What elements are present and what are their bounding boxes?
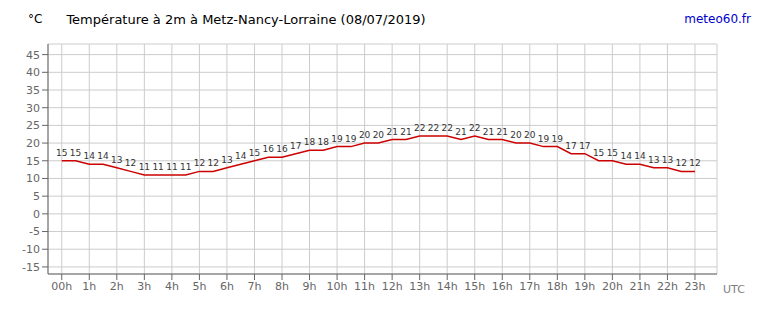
svg-text:14: 14	[634, 151, 646, 161]
svg-text:11: 11	[166, 162, 177, 172]
svg-text:17: 17	[579, 141, 590, 151]
svg-text:5h: 5h	[192, 280, 206, 293]
svg-text:20: 20	[524, 130, 536, 140]
svg-text:22: 22	[414, 123, 425, 133]
svg-text:14: 14	[97, 151, 109, 161]
svg-text:16: 16	[276, 144, 288, 154]
svg-text:21: 21	[386, 127, 397, 137]
html-text:Température à 2m à Metz-Nancy-: Température à 2m à Metz-Nancy-Lorraine (…	[66, 11, 426, 27]
html-text:meteo60.fr: meteo60.fr	[684, 12, 751, 26]
svg-text:19: 19	[331, 134, 343, 144]
svg-text:22: 22	[469, 123, 480, 133]
svg-text:14h: 14h	[437, 280, 458, 293]
svg-text:18h: 18h	[547, 280, 568, 293]
svg-text:15h: 15h	[464, 280, 485, 293]
svg-text:22h: 22h	[657, 280, 678, 293]
svg-text:-15: -15	[22, 261, 40, 274]
svg-text:21: 21	[497, 127, 508, 137]
svg-text:23h: 23h	[684, 280, 705, 293]
svg-text:12: 12	[689, 158, 700, 168]
svg-text:20: 20	[510, 130, 522, 140]
svg-text:15: 15	[593, 148, 604, 158]
svg-text:19: 19	[345, 134, 357, 144]
svg-text:25: 25	[26, 119, 40, 132]
svg-text:13: 13	[648, 155, 659, 165]
svg-text:17: 17	[290, 141, 301, 151]
svg-text:12: 12	[125, 158, 136, 168]
svg-text:45: 45	[26, 49, 40, 62]
svg-text:16: 16	[263, 144, 275, 154]
svg-text:35: 35	[26, 84, 40, 97]
svg-text:-5: -5	[29, 225, 40, 238]
svg-text:11: 11	[152, 162, 163, 172]
svg-text:20: 20	[26, 137, 40, 150]
svg-text:21: 21	[400, 127, 411, 137]
svg-text:13h: 13h	[409, 280, 430, 293]
svg-text:17: 17	[565, 141, 576, 151]
svg-text:12: 12	[207, 158, 218, 168]
svg-text:12h: 12h	[382, 280, 403, 293]
svg-text:12: 12	[194, 158, 205, 168]
svg-text:10: 10	[26, 172, 40, 185]
svg-text:20: 20	[359, 130, 371, 140]
svg-text:19h: 19h	[574, 280, 595, 293]
svg-text:10h: 10h	[327, 280, 348, 293]
svg-text:21h: 21h	[629, 280, 650, 293]
svg-text:20: 20	[373, 130, 385, 140]
svg-text:-10: -10	[22, 243, 40, 256]
svg-text:9h: 9h	[303, 280, 317, 293]
svg-text:6h: 6h	[220, 280, 234, 293]
svg-text:13: 13	[221, 155, 232, 165]
svg-text:18: 18	[304, 137, 316, 147]
svg-text:11h: 11h	[354, 280, 375, 293]
svg-text:3h: 3h	[137, 280, 151, 293]
svg-text:15: 15	[70, 148, 81, 158]
svg-text:21: 21	[483, 127, 494, 137]
svg-text:15: 15	[607, 148, 618, 158]
svg-text:22: 22	[441, 123, 452, 133]
svg-text:17h: 17h	[519, 280, 540, 293]
svg-text:11: 11	[180, 162, 191, 172]
svg-text:4h: 4h	[165, 280, 179, 293]
svg-text:1h: 1h	[82, 280, 96, 293]
svg-text:18: 18	[318, 137, 330, 147]
svg-text:12: 12	[675, 158, 686, 168]
svg-text:19: 19	[538, 134, 550, 144]
svg-text:8h: 8h	[275, 280, 289, 293]
svg-text:20h: 20h	[602, 280, 623, 293]
svg-text:11: 11	[139, 162, 150, 172]
svg-text:15: 15	[26, 155, 40, 168]
svg-text:0: 0	[33, 208, 40, 221]
svg-text:UTC: UTC	[723, 283, 745, 296]
svg-text:16h: 16h	[492, 280, 513, 293]
svg-text:5: 5	[33, 190, 40, 203]
svg-text:00h: 00h	[51, 280, 72, 293]
svg-text:15: 15	[249, 148, 260, 158]
svg-text:40: 40	[26, 66, 40, 79]
svg-text:13: 13	[111, 155, 122, 165]
html-text:°C: °C	[28, 12, 43, 26]
svg-text:21: 21	[455, 127, 466, 137]
svg-text:13: 13	[662, 155, 673, 165]
svg-text:19: 19	[552, 134, 564, 144]
svg-text:30: 30	[26, 102, 40, 115]
svg-text:22: 22	[428, 123, 439, 133]
svg-text:15: 15	[56, 148, 67, 158]
svg-text:7h: 7h	[247, 280, 261, 293]
svg-text:14: 14	[620, 151, 632, 161]
svg-text:14: 14	[235, 151, 247, 161]
svg-text:2h: 2h	[110, 280, 124, 293]
svg-text:14: 14	[84, 151, 96, 161]
